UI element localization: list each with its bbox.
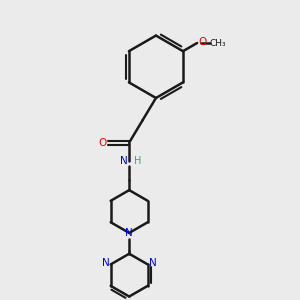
Text: H: H [134, 156, 141, 166]
Text: N: N [125, 228, 133, 238]
Text: N: N [120, 156, 128, 166]
Text: CH₃: CH₃ [210, 38, 226, 47]
Text: N: N [102, 258, 110, 268]
Text: O: O [198, 37, 206, 47]
Text: N: N [148, 258, 156, 268]
Text: O: O [98, 138, 106, 148]
